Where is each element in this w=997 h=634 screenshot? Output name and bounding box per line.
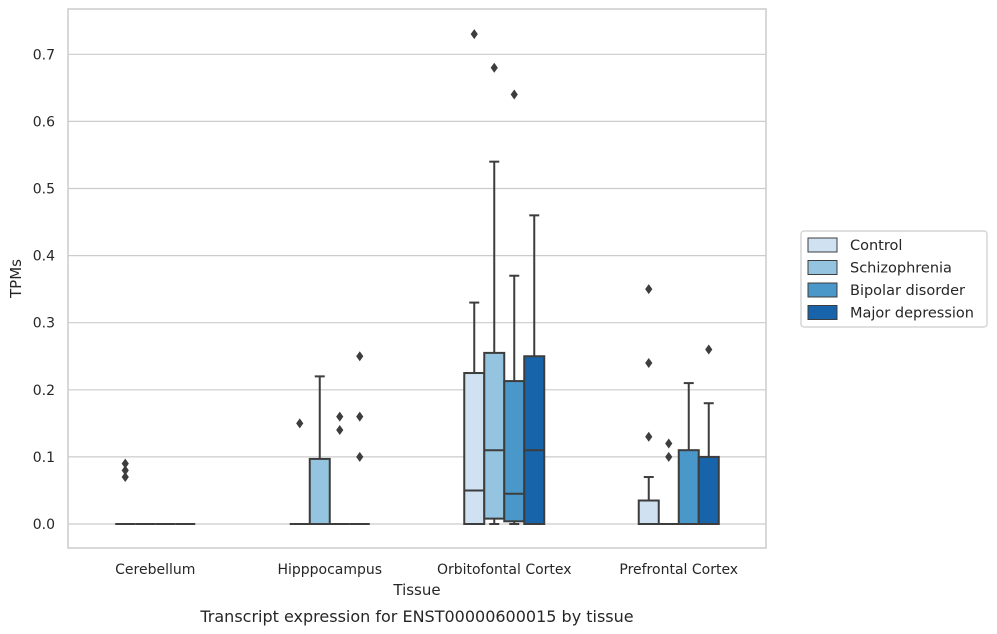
legend-frame xyxy=(800,230,988,328)
box-control xyxy=(289,418,310,525)
legend-item: Control xyxy=(807,237,902,254)
plot-area-frame xyxy=(67,8,767,549)
outlier-point xyxy=(665,451,673,462)
box-control xyxy=(637,284,660,526)
grid-lines xyxy=(68,53,766,525)
y-tick-label: 0.6 xyxy=(33,114,55,130)
y-tick-label: 0.3 xyxy=(33,316,55,332)
legend-swatch xyxy=(807,237,838,253)
box-control xyxy=(115,458,136,525)
outlier-point xyxy=(336,411,344,422)
iqr-box xyxy=(677,449,700,525)
box-bipolar-disorder xyxy=(329,411,350,525)
legend-label: Major depression xyxy=(850,306,974,322)
box-major-depression xyxy=(523,214,546,525)
outlier-point xyxy=(336,425,344,436)
outlier-point xyxy=(121,472,129,483)
outlier-point xyxy=(490,62,498,73)
y-axis-label: TPMs xyxy=(7,259,25,299)
iqr-box xyxy=(637,499,660,526)
outlier-point xyxy=(356,411,364,422)
legend-item: Schizophrenia xyxy=(807,260,952,277)
iqr-box xyxy=(523,355,546,525)
iqr-box xyxy=(463,372,486,525)
legend-swatch xyxy=(807,282,838,298)
box-schizophrenia xyxy=(308,375,331,525)
legend-swatch xyxy=(807,260,838,275)
outlier-point xyxy=(645,284,653,295)
box-schizophrenia xyxy=(658,438,679,525)
x-tick-label: Hipppocampus xyxy=(277,562,382,578)
chart-caption: Transcript expression for ENST0000060001… xyxy=(199,607,633,626)
outlier-point xyxy=(356,451,364,462)
iqr-box xyxy=(308,457,331,525)
outlier-point xyxy=(645,357,653,368)
box-control xyxy=(463,29,486,525)
outlier-point xyxy=(665,438,673,449)
y-tick-label: 0.2 xyxy=(33,383,55,399)
x-axis-label: Tissue xyxy=(392,581,440,599)
outlier-point xyxy=(510,89,518,100)
y-tick-label: 0.0 xyxy=(33,517,55,533)
y-tick-label: 0.1 xyxy=(33,450,55,466)
box-bipolar-disorder xyxy=(677,382,700,525)
box-bipolar-disorder xyxy=(503,89,526,525)
iqr-box xyxy=(697,455,720,525)
legend-label: Control xyxy=(850,238,902,254)
x-tick-label: Prefrontal Cortex xyxy=(619,562,738,578)
legend-swatch xyxy=(807,305,838,320)
legend-item: Major depression xyxy=(807,305,974,322)
outlier-point xyxy=(121,465,129,476)
box-major-depression xyxy=(349,351,370,525)
legend-label: Schizophrenia xyxy=(850,261,952,277)
y-tick-label: 0.5 xyxy=(33,182,55,198)
legend-label: Bipolar disorder xyxy=(850,283,965,299)
y-tick-label: 0.7 xyxy=(33,47,55,63)
outlier-point xyxy=(645,431,653,442)
iqr-box xyxy=(503,380,526,523)
legend: Control Schizophrenia Bipolar disorder Majo… xyxy=(800,230,988,328)
box-plot-marks xyxy=(115,29,720,526)
outlier-point xyxy=(470,29,478,40)
outlier-point xyxy=(705,344,713,355)
y-axis-ticks: 0.0 0.1 0.2 0.3 0.4 0.5 0.6 0.7 xyxy=(33,47,55,533)
x-axis-ticks: Cerebellum Hipppocampus Orbitofontal Corte… xyxy=(115,562,738,578)
x-tick-label: Orbitofontal Cortex xyxy=(437,562,572,578)
y-tick-label: 0.4 xyxy=(33,249,55,265)
box-schizophrenia xyxy=(483,62,506,525)
outlier-point xyxy=(296,418,304,429)
box-major-depression xyxy=(697,344,720,525)
legend-item: Bipolar disorder xyxy=(807,282,965,299)
outlier-point xyxy=(121,458,129,469)
x-tick-label: Cerebellum xyxy=(115,562,195,578)
iqr-box xyxy=(483,351,506,520)
outlier-point xyxy=(356,351,364,362)
